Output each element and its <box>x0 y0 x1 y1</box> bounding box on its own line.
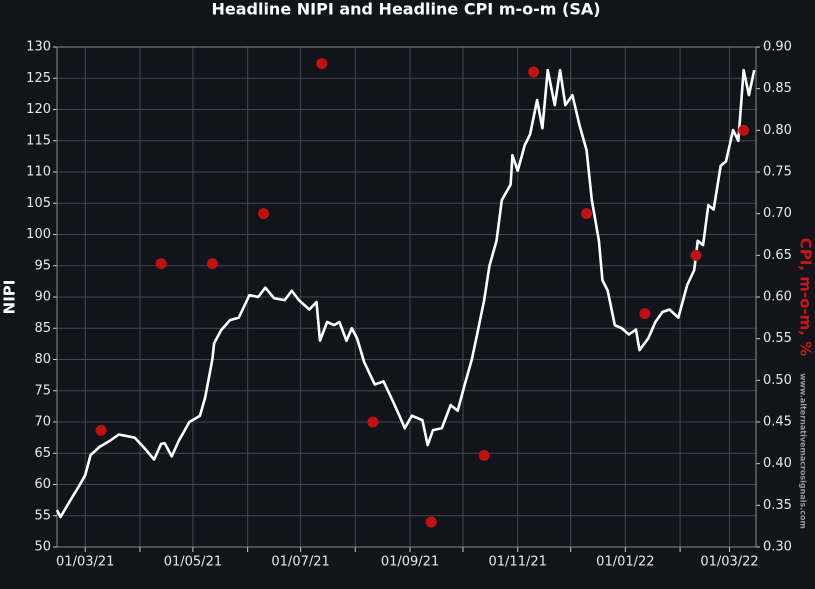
scatter-point <box>639 308 651 320</box>
y-tick-label: 75 <box>34 383 51 398</box>
y2-axis-label: CPI, m-o-m, % <box>797 238 815 356</box>
y-tick-label: 90 <box>34 290 51 305</box>
y-tick-label: 110 <box>26 165 51 180</box>
y-tick-label: 60 <box>34 477 51 492</box>
scatter-point <box>316 58 328 70</box>
line-series <box>55 68 756 519</box>
y2-tick-label: 0.35 <box>763 498 792 513</box>
y2-tick-label: 0.40 <box>763 456 792 471</box>
y2-tick-label: 0.85 <box>763 81 792 96</box>
scatter-point <box>478 449 490 461</box>
chart-title: Headline NIPI and Headline CPI m-o-m (SA… <box>211 0 600 19</box>
plot-frame <box>56 46 757 548</box>
y2-tick-label: 0.50 <box>763 373 792 388</box>
y-tick-label: 70 <box>34 415 51 430</box>
watermark: www.alternativemacrosignals.com <box>799 373 808 529</box>
y2-tick-label: 0.75 <box>763 165 792 180</box>
x-tick-label: 01/01/22 <box>596 555 654 570</box>
scatter-point <box>528 66 540 78</box>
x-tick-label: 01/11/21 <box>489 555 547 570</box>
y-tick-label: 95 <box>34 258 51 273</box>
scatter-point <box>738 124 750 136</box>
y-axis-label: NIPI <box>1 280 19 315</box>
y-tick-label: 80 <box>34 352 51 367</box>
scatter-point <box>581 208 593 220</box>
x-tick-label: 01/03/22 <box>700 555 758 570</box>
x-tick-label: 01/05/21 <box>164 555 222 570</box>
y-tick-label: 50 <box>34 540 51 555</box>
y2-tick-label: 0.55 <box>763 331 792 346</box>
y-tick-label: 130 <box>26 40 51 55</box>
y2-tick-label: 0.65 <box>763 248 792 263</box>
y-tick-label: 125 <box>26 71 51 86</box>
y2-tick-label: 0.80 <box>763 123 792 138</box>
y-tick-label: 115 <box>26 133 51 148</box>
x-tick-label: 01/07/21 <box>271 555 329 570</box>
y2-tick-label: 0.60 <box>763 290 792 305</box>
scatter-point <box>206 258 218 270</box>
y-tick-label: 65 <box>34 446 51 461</box>
scatter-point <box>155 258 167 270</box>
scatter-point <box>425 516 437 528</box>
y2-tick-label: 0.70 <box>763 206 792 221</box>
y-tick-label: 120 <box>26 102 51 117</box>
scatter-point <box>258 208 270 220</box>
y2-tick-label: 0.45 <box>763 415 792 430</box>
y-tick-label: 100 <box>26 227 51 242</box>
scatter-point <box>95 424 107 436</box>
x-tick-label: 01/03/21 <box>56 555 114 570</box>
y-tick-label: 105 <box>26 196 51 211</box>
y2-tick-label: 0.30 <box>763 540 792 555</box>
y-tick-label: 55 <box>34 508 51 523</box>
scatter-point <box>367 416 379 428</box>
x-tick-label: 01/09/21 <box>381 555 439 570</box>
scatter-point <box>690 249 702 261</box>
y-tick-label: 85 <box>34 321 51 336</box>
y2-tick-label: 0.90 <box>763 40 792 55</box>
